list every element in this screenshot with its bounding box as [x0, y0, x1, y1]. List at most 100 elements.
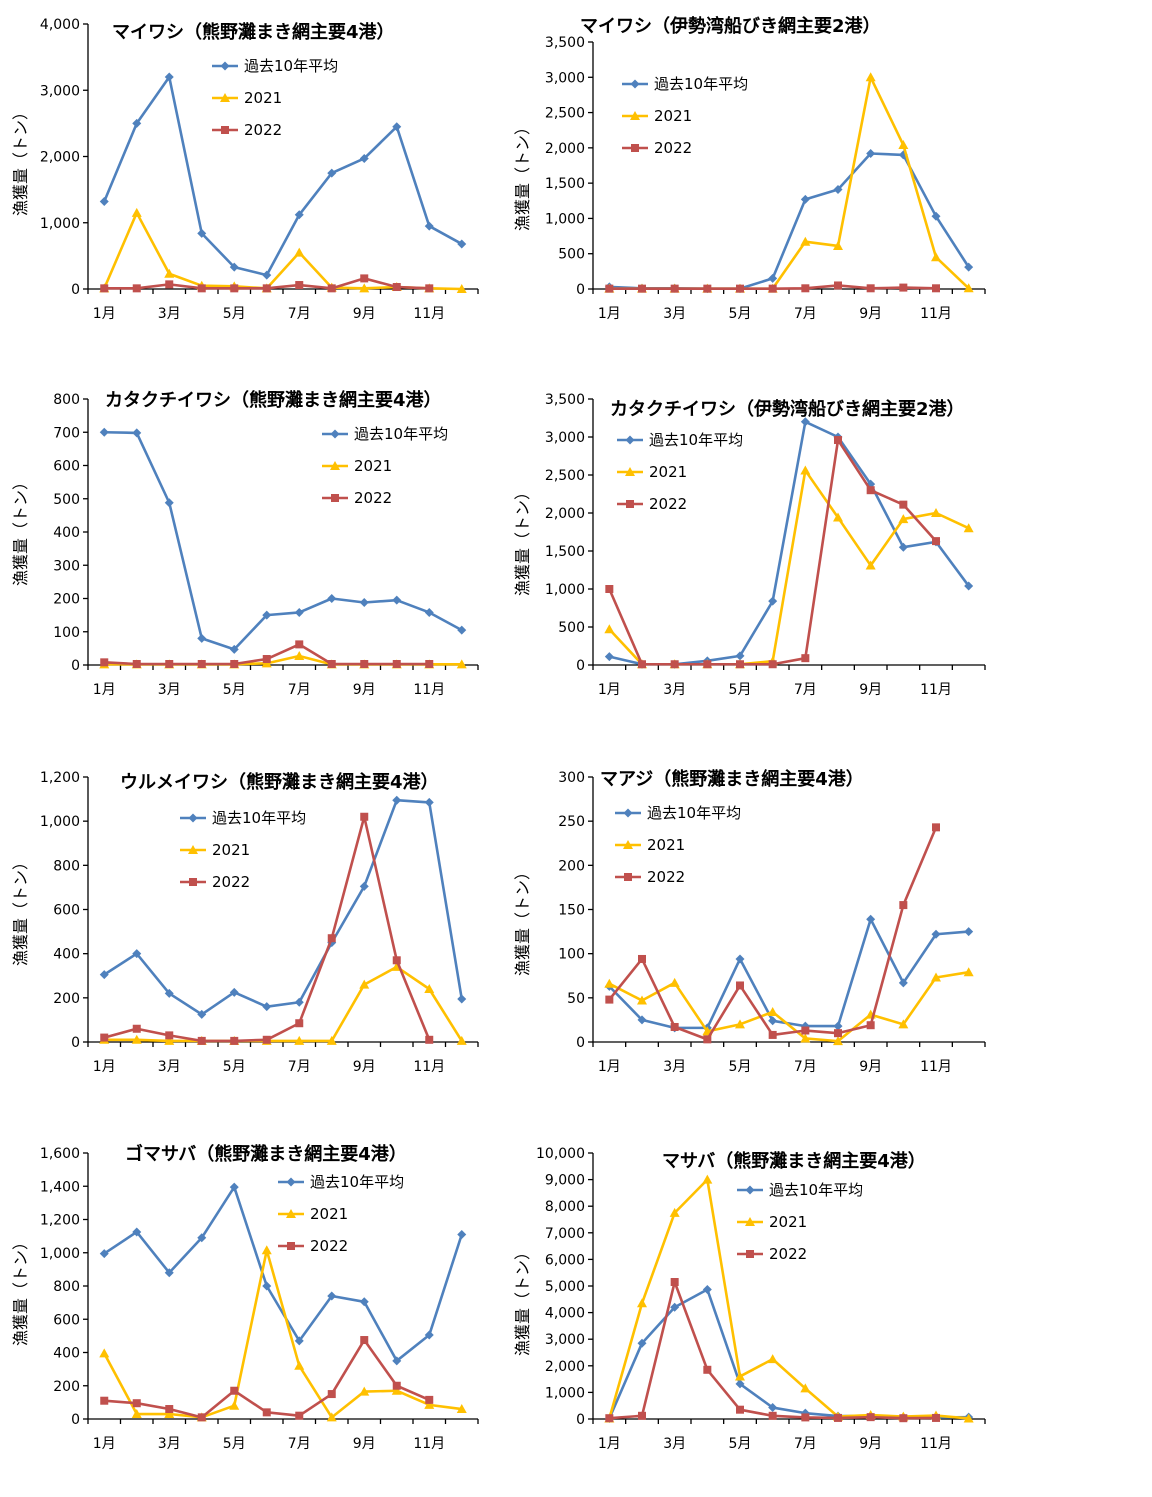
- series-1: [604, 149, 974, 294]
- data-point: [703, 660, 712, 669]
- legend-label: 過去10年平均: [769, 1181, 863, 1199]
- y-tick-label: 400: [53, 947, 80, 963]
- legend: 過去10年平均 2021 2022: [180, 809, 306, 891]
- data-point: [327, 1291, 337, 1301]
- data-point: [262, 1002, 272, 1012]
- data-point: [229, 987, 239, 997]
- data-point: [898, 978, 908, 988]
- data-point: [963, 523, 974, 533]
- data-point: [294, 997, 304, 1007]
- series-line: [103, 798, 464, 1016]
- chart-8: マサバ（熊野灘まき網主要4港） 漁獲量（トン） 0 1,000 2,000 3,000 4,…: [513, 1146, 986, 1452]
- data-point: [605, 284, 614, 293]
- data-point: [132, 949, 142, 959]
- y-tick-label: 1,400: [40, 1179, 80, 1195]
- series-1: [99, 1182, 467, 1366]
- legend-label: 2022: [310, 1237, 348, 1255]
- data-point: [932, 537, 940, 546]
- data-point: [99, 197, 109, 207]
- chart-4: カタクチイワシ（伊勢湾船びき網主要2港） 漁獲量（トン） 0 500 1,000 1,50…: [513, 392, 986, 698]
- data-point: [424, 984, 435, 993]
- data-point: [164, 1409, 175, 1419]
- data-point: [605, 585, 614, 593]
- data-point: [834, 436, 842, 445]
- data-point: [164, 72, 174, 82]
- data-point: [637, 1015, 647, 1025]
- data-point: [294, 1336, 304, 1346]
- data-point: [670, 660, 679, 669]
- data-point: [638, 954, 646, 963]
- data-point: [801, 1413, 810, 1422]
- data-point: [424, 797, 434, 807]
- data-point: [801, 654, 810, 663]
- data-point: [456, 1035, 467, 1045]
- data-point: [899, 500, 908, 509]
- data-point: [898, 514, 909, 524]
- data-point: [295, 281, 304, 290]
- x-tick-label: 9月: [859, 1436, 882, 1452]
- legend: 過去10年平均 2021 2022: [278, 1173, 404, 1255]
- series-line: [608, 970, 969, 1043]
- data-point: [931, 252, 941, 262]
- legend-marker: [746, 1250, 754, 1258]
- y-tick-label: 0: [576, 282, 585, 298]
- data-point: [197, 228, 207, 238]
- x-tick-label: 3月: [158, 306, 181, 322]
- data-point: [768, 284, 777, 293]
- y-tick-label: 0: [71, 282, 80, 298]
- data-point: [768, 1016, 778, 1026]
- y-tick-label: 800: [53, 1279, 80, 1295]
- data-point: [932, 823, 940, 832]
- x-tick-label: 3月: [663, 1436, 686, 1452]
- legend: 過去10年平均 2021 2022: [212, 57, 338, 139]
- data-point: [392, 795, 402, 805]
- data-point: [164, 268, 175, 278]
- data-point: [669, 977, 680, 987]
- data-point: [932, 1413, 940, 1422]
- data-point: [833, 184, 843, 194]
- data-point: [392, 1356, 402, 1366]
- series-line: [609, 152, 970, 290]
- y-axis-label: 漁獲量（トン）: [11, 104, 30, 216]
- data-point: [327, 594, 337, 603]
- y-tick-label: 150: [558, 903, 585, 919]
- data-point: [834, 1413, 842, 1422]
- data-point: [327, 934, 336, 943]
- x-tick-label: 1月: [598, 1059, 621, 1075]
- y-tick-label: 3,500: [545, 392, 585, 408]
- data-point: [801, 1026, 810, 1035]
- data-point: [424, 1399, 435, 1409]
- y-tick-label: 100: [558, 947, 585, 963]
- series-3: [100, 640, 434, 669]
- x-tick-label: 7月: [288, 1436, 311, 1452]
- y-tick-label: 1,000: [40, 814, 80, 830]
- data-point: [457, 625, 467, 635]
- data-point: [605, 1414, 614, 1423]
- series-1: [99, 795, 467, 1019]
- data-point: [131, 207, 142, 217]
- data-point: [866, 486, 875, 495]
- x-tick-label: 5月: [729, 306, 752, 322]
- data-point: [425, 1035, 434, 1044]
- data-point: [197, 1413, 206, 1422]
- y-axis-label: 漁獲量（トン）: [11, 854, 30, 966]
- data-point: [359, 881, 369, 891]
- data-point: [165, 280, 174, 289]
- y-tick-label: 600: [53, 1312, 80, 1328]
- y-tick-label: 500: [53, 492, 80, 508]
- legend-marker: [630, 79, 640, 89]
- series-line: [608, 1178, 969, 1420]
- y-tick-label: 400: [53, 1346, 80, 1362]
- data-point: [768, 1411, 777, 1420]
- data-point: [295, 640, 304, 649]
- y-tick-label: 2,000: [545, 506, 585, 522]
- data-point: [604, 624, 615, 634]
- series-line: [103, 75, 463, 277]
- x-tick-label: 7月: [794, 306, 817, 322]
- data-point: [295, 1411, 304, 1420]
- data-point: [262, 1281, 272, 1291]
- y-tick-label: 0: [71, 1035, 80, 1051]
- data-point: [132, 1399, 141, 1408]
- series-2: [99, 1245, 467, 1422]
